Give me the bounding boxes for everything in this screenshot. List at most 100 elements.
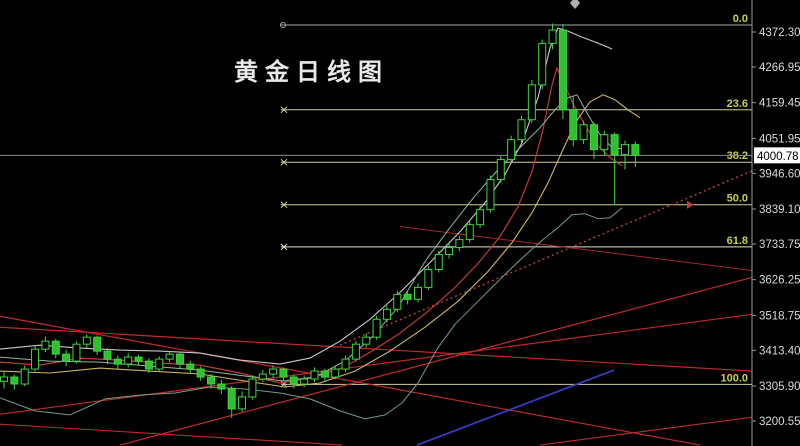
candlestick bbox=[31, 345, 40, 372]
current-price-badge bbox=[754, 147, 800, 164]
candlestick bbox=[517, 115, 526, 143]
axis-price-label: 3839.10 bbox=[759, 204, 800, 216]
candlestick bbox=[362, 333, 371, 348]
candlestick bbox=[341, 355, 350, 373]
fib-label-38.2: 38.2 bbox=[727, 150, 748, 162]
descending-steep bbox=[0, 315, 701, 446]
candlestick bbox=[558, 24, 567, 120]
axis-price-label: 3413.40 bbox=[759, 345, 800, 357]
axis-price-label: 3626.25 bbox=[759, 275, 800, 287]
fib-label-61.8: 61.8 bbox=[727, 235, 748, 247]
candlestick bbox=[548, 23, 557, 50]
candlestick bbox=[93, 335, 102, 355]
candlestick bbox=[207, 374, 215, 389]
candlestick bbox=[289, 374, 298, 389]
axis-price-label: 3200.55 bbox=[759, 416, 800, 428]
ma-red bbox=[0, 67, 623, 384]
candlestick bbox=[41, 336, 50, 353]
trendlines bbox=[0, 168, 756, 446]
candlestick bbox=[258, 369, 267, 383]
candlestick bbox=[134, 354, 143, 366]
candlestick bbox=[175, 352, 184, 369]
candlestick bbox=[382, 305, 391, 323]
candlestick bbox=[0, 372, 8, 389]
ascending-long bbox=[0, 313, 753, 415]
candlestick bbox=[72, 341, 81, 364]
fib-label-100.0: 100.0 bbox=[720, 372, 748, 384]
candlestick bbox=[279, 367, 288, 382]
candlestick bbox=[631, 141, 640, 167]
candlestick bbox=[569, 95, 578, 147]
axis-price-label: 3733.75 bbox=[759, 239, 800, 251]
candlestick bbox=[269, 365, 278, 379]
candlestick bbox=[589, 122, 598, 159]
price-axis: 4372.30 4266.95 4159.45 4051.95 3946.60 3839.… bbox=[751, 0, 800, 446]
candlestick bbox=[186, 360, 195, 375]
candlestick bbox=[165, 350, 174, 363]
chart-title: 黄金日线图 bbox=[234, 60, 389, 86]
candlestick bbox=[610, 132, 619, 206]
candlestick bbox=[434, 250, 443, 273]
descending-channel-bottom bbox=[0, 423, 343, 446]
candlestick bbox=[414, 283, 422, 303]
axis-price-label: 3305.90 bbox=[759, 381, 800, 393]
candlestick bbox=[486, 175, 495, 213]
candlestick bbox=[62, 349, 71, 367]
upper-band-gray bbox=[0, 27, 613, 365]
candlestick bbox=[600, 130, 609, 156]
candlestick bbox=[351, 340, 360, 362]
fib-start-cross bbox=[280, 106, 288, 114]
fib-label-50.0: 50.0 bbox=[727, 193, 748, 205]
red-arrow-marker bbox=[687, 200, 694, 209]
candlestick bbox=[51, 338, 60, 359]
candlestick bbox=[238, 391, 247, 412]
candlesticks bbox=[0, 23, 640, 418]
axis-price-label: 3518.75 bbox=[759, 310, 800, 322]
fib-label-23.6: 23.6 bbox=[727, 98, 748, 110]
candlestick bbox=[10, 374, 19, 390]
candlestick bbox=[403, 291, 412, 305]
candlestick bbox=[320, 368, 329, 381]
candlestick bbox=[527, 79, 536, 124]
candlestick bbox=[227, 386, 236, 418]
candlestick bbox=[445, 243, 454, 259]
candlestick bbox=[621, 140, 629, 170]
fib-start-circle bbox=[280, 22, 286, 29]
candlestick bbox=[579, 120, 588, 144]
candlestick bbox=[103, 348, 112, 365]
axis-price-label: 4051.95 bbox=[759, 133, 800, 145]
axis-price-label: 3946.60 bbox=[759, 168, 800, 180]
candlestick bbox=[310, 367, 319, 383]
fibonacci-retracement: 0.0 23.6 38.2 50.0 61.8 100.0 bbox=[280, 13, 752, 388]
lower-band-teal bbox=[0, 207, 623, 420]
candlestick bbox=[496, 155, 505, 183]
candlestick bbox=[196, 366, 205, 381]
candlestick bbox=[248, 375, 257, 400]
candlestick bbox=[113, 355, 122, 369]
ascending-steep bbox=[119, 276, 753, 446]
fib-label-0.0: 0.0 bbox=[733, 13, 748, 25]
candlestick bbox=[424, 265, 433, 291]
candlestick bbox=[465, 220, 474, 243]
candlestick bbox=[144, 358, 153, 374]
descending-right bbox=[399, 226, 753, 271]
candlestick bbox=[124, 353, 133, 368]
axis-price-label: 4159.45 bbox=[759, 98, 800, 110]
blue-trendline bbox=[416, 369, 615, 446]
fib-start-cross bbox=[280, 158, 288, 166]
candlestick bbox=[217, 379, 226, 394]
fib-start-cross bbox=[280, 243, 288, 251]
candlestick bbox=[455, 235, 464, 252]
gray-diamond-marker bbox=[570, 0, 580, 9]
ascending-bottom-right bbox=[539, 416, 753, 446]
candlestick bbox=[155, 356, 164, 373]
ma-yellow bbox=[0, 94, 641, 388]
fib-start-cross bbox=[280, 201, 288, 209]
candlestick bbox=[82, 334, 91, 349]
candlestick bbox=[331, 365, 340, 380]
candlestick bbox=[372, 315, 381, 340]
axis-price-label: 4266.95 bbox=[759, 62, 800, 74]
candlestick bbox=[20, 365, 29, 387]
